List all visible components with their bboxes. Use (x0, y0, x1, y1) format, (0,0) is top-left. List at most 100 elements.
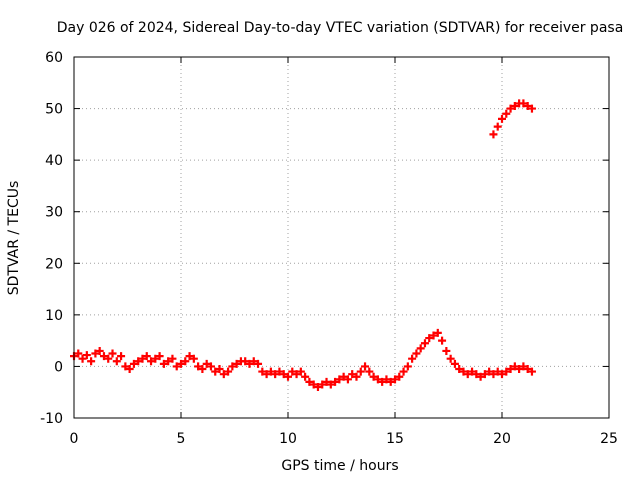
data-point (459, 367, 468, 376)
data-point (361, 362, 370, 371)
data-point (510, 362, 519, 371)
data-point (352, 372, 361, 381)
data-point (198, 365, 207, 374)
data-point (382, 375, 391, 384)
data-point (527, 367, 536, 376)
data-point (224, 367, 233, 376)
data-point (502, 367, 511, 376)
data-point (241, 357, 250, 366)
data-point (502, 109, 511, 118)
data-point (121, 362, 130, 371)
data-point (318, 380, 327, 389)
data-point (91, 349, 100, 358)
data-point (485, 367, 494, 376)
data-point (82, 351, 91, 360)
data-point (386, 377, 395, 386)
data-point (87, 357, 96, 366)
data-point (292, 370, 301, 379)
data-point (194, 362, 203, 371)
data-point (331, 377, 340, 386)
data-point (159, 359, 168, 368)
y-tick-label: 50 (45, 102, 63, 118)
data-point (125, 365, 134, 374)
y-axis-label: SDTVAR / TECUs (6, 181, 22, 296)
data-point (112, 357, 121, 366)
data-point (391, 375, 399, 384)
data-point (506, 365, 515, 374)
data-point (271, 370, 280, 379)
data-point (313, 383, 322, 392)
data-point (189, 354, 198, 363)
data-point (129, 359, 138, 368)
data-point (468, 367, 477, 376)
data-point (108, 349, 117, 358)
data-layer (70, 99, 536, 392)
data-point (519, 99, 528, 108)
data-point (151, 354, 160, 363)
data-point (433, 328, 442, 337)
data-point (399, 367, 408, 376)
data-point (480, 370, 489, 379)
data-point (228, 362, 237, 371)
y-tick-label: -10 (40, 411, 63, 427)
data-point (95, 346, 104, 355)
x-tick-label: 25 (600, 431, 618, 447)
data-point (185, 352, 194, 361)
data-point (104, 354, 113, 363)
data-point (254, 359, 263, 368)
data-point (369, 372, 378, 381)
data-point (232, 359, 241, 368)
x-tick-label: 5 (177, 431, 186, 447)
data-point (403, 362, 412, 371)
data-point (326, 380, 335, 389)
data-point (463, 370, 472, 379)
data-point (155, 352, 164, 361)
data-point (339, 372, 348, 381)
data-point (181, 357, 190, 366)
data-point (164, 357, 173, 366)
x-tick-label: 15 (386, 431, 404, 447)
data-point (455, 365, 464, 374)
y-tick-label: 60 (45, 50, 63, 66)
data-point (515, 365, 524, 374)
data-point (296, 367, 305, 376)
data-point (266, 367, 275, 376)
data-point (429, 331, 438, 340)
data-point (446, 354, 455, 363)
y-tick-label: 20 (45, 256, 63, 272)
data-point (284, 372, 292, 381)
data-point (245, 359, 254, 368)
chart-title: Day 026 of 2024, Sidereal Day-to-day VTE… (57, 20, 624, 36)
data-point (219, 370, 228, 379)
x-tick-label: 10 (279, 431, 297, 447)
data-point (438, 336, 447, 345)
data-point (498, 370, 506, 379)
data-point (489, 370, 498, 379)
data-point (134, 357, 143, 366)
data-point (416, 344, 425, 353)
data-point (527, 104, 536, 113)
data-point (450, 359, 459, 368)
data-point (147, 357, 156, 366)
data-point (249, 357, 258, 366)
data-point (215, 365, 224, 374)
data-point (476, 372, 485, 381)
data-point (348, 370, 357, 379)
x-axis-label: GPS time / hours (281, 458, 398, 474)
data-point (262, 370, 271, 379)
data-point (365, 367, 374, 376)
plot-frame (73, 56, 610, 419)
data-point (275, 367, 284, 376)
y-tick-label: 0 (54, 359, 63, 375)
data-point (493, 122, 502, 131)
data-point (168, 354, 177, 363)
data-point (373, 375, 382, 384)
data-point (288, 367, 297, 376)
series-markers (70, 99, 536, 392)
data-point (172, 362, 181, 371)
data-point (343, 375, 352, 384)
data-point (472, 370, 481, 379)
y-tick-label: 10 (45, 308, 63, 324)
